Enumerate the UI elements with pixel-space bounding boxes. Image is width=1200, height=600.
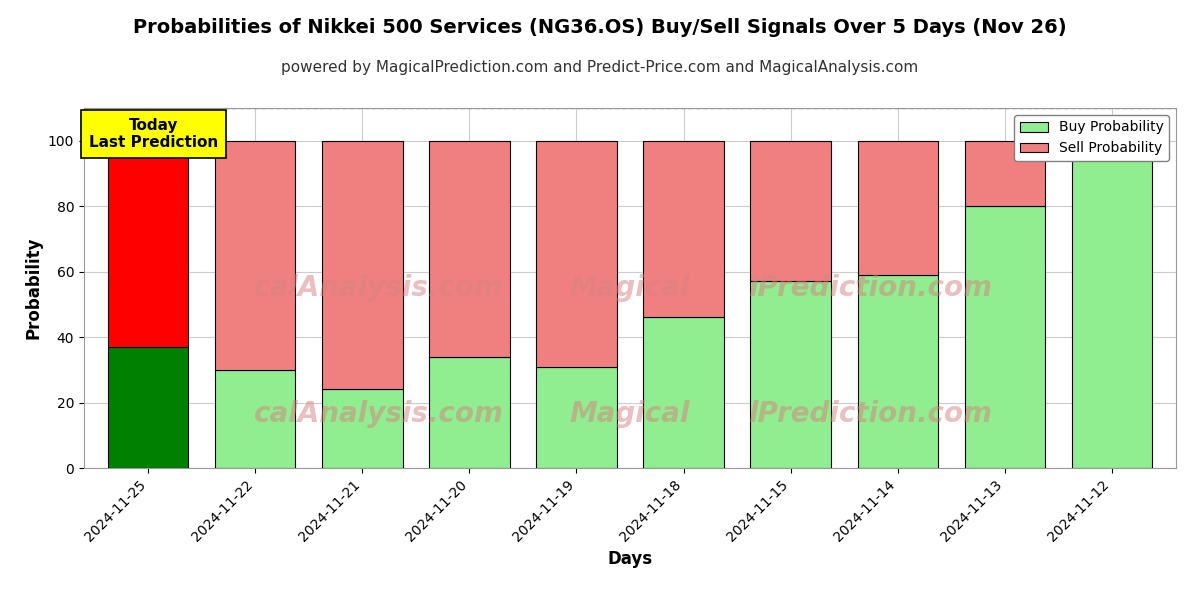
Text: calAnalysis.com: calAnalysis.com bbox=[254, 400, 504, 428]
Bar bbox=[1072, 141, 1152, 468]
Bar bbox=[215, 370, 295, 468]
Bar bbox=[215, 141, 295, 370]
Bar bbox=[108, 347, 188, 468]
Y-axis label: Probability: Probability bbox=[24, 237, 42, 339]
Bar bbox=[536, 141, 617, 367]
Text: calAnalysis.com: calAnalysis.com bbox=[254, 274, 504, 302]
Text: Magical: Magical bbox=[570, 274, 690, 302]
Text: lPrediction.com: lPrediction.com bbox=[749, 274, 992, 302]
Bar bbox=[750, 141, 830, 281]
Text: powered by MagicalPrediction.com and Predict-Price.com and MagicalAnalysis.com: powered by MagicalPrediction.com and Pre… bbox=[281, 60, 919, 75]
Bar bbox=[536, 367, 617, 468]
X-axis label: Days: Days bbox=[607, 550, 653, 568]
Bar bbox=[430, 141, 510, 357]
Text: Probabilities of Nikkei 500 Services (NG36.OS) Buy/Sell Signals Over 5 Days (Nov: Probabilities of Nikkei 500 Services (NG… bbox=[133, 18, 1067, 37]
Text: Magical: Magical bbox=[570, 400, 690, 428]
Bar bbox=[750, 281, 830, 468]
Bar bbox=[323, 389, 402, 468]
Text: lPrediction.com: lPrediction.com bbox=[749, 400, 992, 428]
Bar bbox=[643, 141, 724, 317]
Bar bbox=[858, 275, 937, 468]
Bar bbox=[430, 357, 510, 468]
Bar bbox=[108, 141, 188, 347]
Bar bbox=[965, 206, 1045, 468]
Text: Today
Last Prediction: Today Last Prediction bbox=[89, 118, 218, 150]
Bar bbox=[858, 141, 937, 275]
Bar bbox=[323, 141, 402, 389]
Bar bbox=[643, 317, 724, 468]
Legend: Buy Probability, Sell Probability: Buy Probability, Sell Probability bbox=[1014, 115, 1169, 161]
Bar bbox=[965, 141, 1045, 206]
